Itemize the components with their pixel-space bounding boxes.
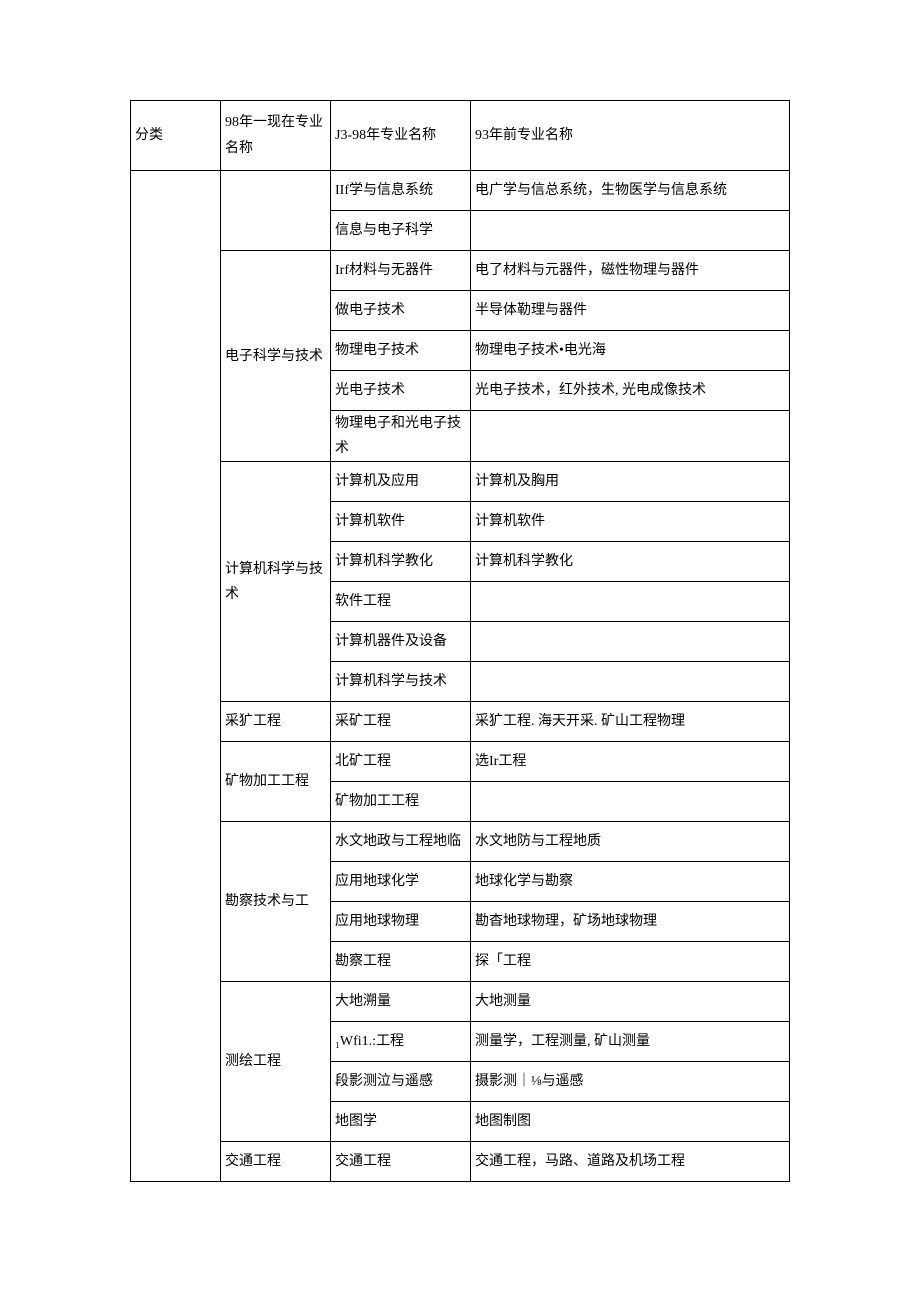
major-93-98: 物理电子技术: [331, 331, 471, 371]
major-93-98: 计算机科学教化: [331, 542, 471, 582]
major-93-98: Irf材料与无器件: [331, 251, 471, 291]
major-pre-93: 光电子技术，红外技术, 光电成像技术: [471, 371, 790, 411]
major-98-now: 采犷工程: [221, 702, 331, 742]
major-93-98: 计算机软件: [331, 502, 471, 542]
major-pre-93: [471, 582, 790, 622]
major-pre-93: [471, 662, 790, 702]
header-98-now: 98年一现在专业名称: [221, 101, 331, 171]
major-pre-93: 测量学，工程测量, 矿山测量: [471, 1022, 790, 1062]
major-pre-93: 探「工程: [471, 942, 790, 982]
major-93-98: 大地溯量: [331, 982, 471, 1022]
major-pre-93: [471, 782, 790, 822]
major-93-98: 做电子技术: [331, 291, 471, 331]
major-pre-93: 电了材料与元器件，磁性物理与器件: [471, 251, 790, 291]
major-98-now: 勘察技术与工: [221, 822, 331, 982]
major-93-98: ₁Wfi1.:工程: [331, 1022, 471, 1062]
major-93-98: 应用地球化学: [331, 862, 471, 902]
major-93-98: 计算机器件及设备: [331, 622, 471, 662]
major-93-98: 矿物加工工程: [331, 782, 471, 822]
major-98-now: 测绘工程: [221, 982, 331, 1142]
major-93-98: 交通工程: [331, 1142, 471, 1182]
major-98-now: 计算机科学与技术: [221, 462, 331, 702]
major-93-98: 北矿工程: [331, 742, 471, 782]
major-93-98: 光电子技术: [331, 371, 471, 411]
major-93-98: 物理电子和光电子技术: [331, 411, 471, 462]
major-pre-93: [471, 622, 790, 662]
major-93-98: 地图学: [331, 1102, 471, 1142]
major-98-now: 交通工程: [221, 1142, 331, 1182]
major-93-98: 计算机及应用: [331, 462, 471, 502]
major-pre-93: [471, 411, 790, 462]
major-93-98: 软件工程: [331, 582, 471, 622]
major-pre-93: 地球化学与勘察: [471, 862, 790, 902]
major-98-now: 电子科学与技术: [221, 251, 331, 462]
major-pre-93: 选Ir工程: [471, 742, 790, 782]
major-93-98: 采矿工程: [331, 702, 471, 742]
major-93-98: 信息与电子科学: [331, 211, 471, 251]
major-98-now: [221, 171, 331, 251]
header-pre-93: 93年前专业名称: [471, 101, 790, 171]
major-93-98: 计算机科学与技术: [331, 662, 471, 702]
major-93-98: IIf学与信息系统: [331, 171, 471, 211]
major-93-98: 应用地球物理: [331, 902, 471, 942]
header-93-98: J3-98年专业名称: [331, 101, 471, 171]
major-pre-93: 摄影测｜⅛与遥感: [471, 1062, 790, 1102]
major-pre-93: 水文地防与工程地质: [471, 822, 790, 862]
major-pre-93: 大地测量: [471, 982, 790, 1022]
major-pre-93: 采犷工程. 海天开采. 矿山工程物理: [471, 702, 790, 742]
major-pre-93: 计算机软件: [471, 502, 790, 542]
major-pre-93: [471, 211, 790, 251]
header-category: 分类: [131, 101, 221, 171]
major-pre-93: 计算机科学教化: [471, 542, 790, 582]
major-pre-93: 半导体勒理与器件: [471, 291, 790, 331]
major-pre-93: 地图制图: [471, 1102, 790, 1142]
major-93-98: 水文地政与工程地临: [331, 822, 471, 862]
major-93-98: 段影测泣与遥感: [331, 1062, 471, 1102]
category-cell: [131, 171, 221, 1182]
major-pre-93: 计算机及胸用: [471, 462, 790, 502]
major-pre-93: 物理电子技术•电光海: [471, 331, 790, 371]
major-98-now: 矿物加工工程: [221, 742, 331, 822]
major-pre-93: 交通工程，马路、道路及机场工程: [471, 1142, 790, 1182]
major-pre-93: 电广学与信总系统，生物医学与信息系统: [471, 171, 790, 211]
major-93-98: 勘察工程: [331, 942, 471, 982]
majors-table: 分类98年一现在专业名称J3-98年专业名称93年前专业名称IIf学与信息系统电…: [130, 100, 790, 1182]
major-pre-93: 勘杳地球物理，矿场地球物理: [471, 902, 790, 942]
